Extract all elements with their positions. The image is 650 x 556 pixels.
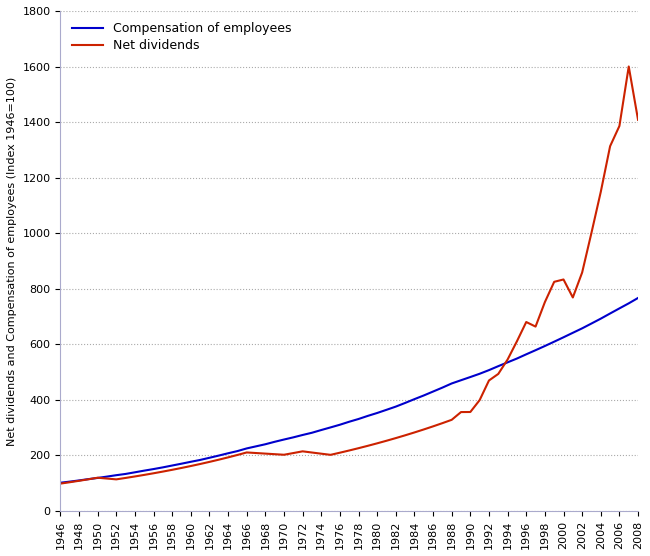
- Compensation of employees: [57, 479, 64, 486]
- Net dividends: [233, 451, 241, 458]
- Line: Net dividends: Net dividends: [60, 67, 638, 484]
- Compensation of employees: [625, 300, 632, 307]
- Net dividends: [616, 123, 623, 130]
- Y-axis label: Net dividends and Compensation of employees (Index 1946=100): Net dividends and Compensation of employ…: [7, 76, 17, 445]
- Compensation of employees: [327, 424, 335, 431]
- Net dividends: [57, 480, 64, 487]
- Compensation of employees: [345, 419, 353, 425]
- Compensation of employees: [233, 448, 241, 454]
- Net dividends: [457, 409, 465, 415]
- Line: Compensation of employees: Compensation of employees: [60, 298, 638, 483]
- Net dividends: [625, 63, 632, 70]
- Compensation of employees: [457, 377, 465, 384]
- Net dividends: [215, 456, 223, 463]
- Net dividends: [634, 117, 642, 123]
- Net dividends: [345, 447, 353, 454]
- Compensation of employees: [634, 295, 642, 301]
- Legend: Compensation of employees, Net dividends: Compensation of employees, Net dividends: [66, 17, 296, 57]
- Net dividends: [327, 451, 335, 458]
- Compensation of employees: [215, 452, 223, 459]
